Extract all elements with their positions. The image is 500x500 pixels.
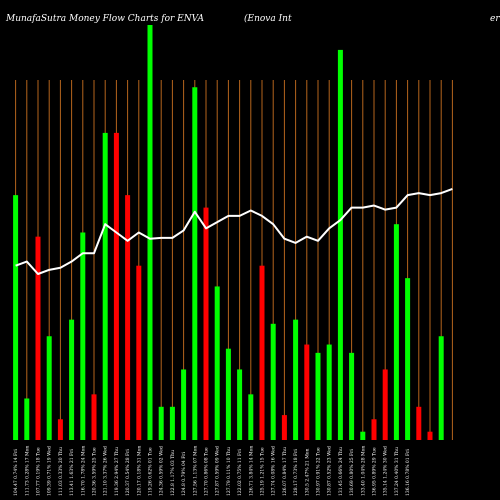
x-tick-label: 119.26 0.62% 01 Tue bbox=[148, 447, 154, 496]
bar bbox=[360, 431, 366, 440]
x-tick-label: 119.36 2.94% 27 Thu bbox=[114, 447, 120, 496]
bar bbox=[382, 369, 388, 440]
bar bbox=[393, 224, 399, 440]
x-tick-label: 120.37 0.54% 28 Fri bbox=[125, 449, 131, 496]
x-tick-label: 137.24 0.40% 31 Thu bbox=[394, 447, 400, 496]
x-tick-label: 120.17 0.18% 31 Mon bbox=[136, 446, 142, 496]
x-tick-label: 125.19 1.21% 15 Tue bbox=[260, 447, 266, 496]
x-tick-label: 136.95 0.89% 29 Tue bbox=[372, 447, 378, 496]
bar bbox=[326, 344, 332, 440]
bar bbox=[158, 406, 164, 440]
bar bbox=[237, 369, 243, 440]
bar bbox=[169, 406, 175, 440]
x-tick-label: 107.77 0.19% 18 Tue bbox=[36, 447, 42, 496]
bar bbox=[416, 406, 422, 440]
x-tick-label: 127.70 0.86% 08 Tue bbox=[204, 447, 210, 496]
bar bbox=[136, 265, 142, 440]
x-tick-label: 113.41 1.63% 21 Fri bbox=[69, 449, 75, 496]
x-tick-label: 136.16 0.78% 01 Fri bbox=[405, 449, 411, 496]
x-tick-label: 104.47 0.74% 14 Fri bbox=[13, 449, 19, 496]
bar bbox=[13, 195, 19, 440]
x-tick-label: 111.73 0.28% 17 Mon bbox=[24, 446, 30, 496]
x-tick-label: 126.71 3.84% 14 Mon bbox=[248, 446, 254, 496]
x-tick-label: 130.97 0.91% 22 Tue bbox=[316, 447, 322, 496]
x-tick-label: 130.69 0.80% 25 Fri bbox=[349, 449, 355, 496]
x-tick-label: 127.79 0.11% 10 Thu bbox=[226, 447, 232, 496]
bar bbox=[35, 236, 41, 440]
x-tick-label: 109.39 0.71% 19 Wed bbox=[47, 446, 53, 496]
bar bbox=[315, 352, 321, 440]
bar bbox=[181, 369, 187, 440]
bar bbox=[405, 278, 411, 440]
x-tick-label: 116.70 1.78% 24 Mon bbox=[80, 446, 86, 496]
bar bbox=[102, 132, 108, 440]
bar bbox=[57, 419, 63, 440]
x-tick-label: 121.10 3.37% 26 Wed bbox=[103, 446, 109, 496]
x-tick-label: 124.8 0.79% 04 Fri bbox=[181, 452, 187, 496]
bar bbox=[438, 336, 444, 440]
bar bbox=[113, 132, 119, 440]
x-tick-label: 130.87 0.52% 23 Wed bbox=[327, 446, 333, 496]
bar bbox=[248, 394, 254, 440]
x-tick-label: 127.87 0.59% 09 Wed bbox=[215, 446, 221, 496]
bar bbox=[125, 195, 131, 440]
bar bbox=[371, 419, 377, 440]
chart-title-right: (Enova Int bbox=[244, 13, 292, 24]
x-tick-label: 122.02 0.75% 11 Fri bbox=[237, 449, 243, 496]
bar bbox=[427, 431, 433, 440]
x-tick-label: 127.56 1.13% 07 Mon bbox=[192, 446, 198, 496]
bar bbox=[349, 352, 355, 440]
x-tick-label: 120.36 3.59% 25 Tue bbox=[92, 447, 98, 496]
x-tick-label: 126.07 0.84% 17 Thu bbox=[282, 447, 288, 496]
chart-title-left: MunafaSutra Money Flow Charts for ENVA bbox=[5, 14, 204, 24]
line-group bbox=[15, 187, 453, 275]
money-flow-line bbox=[15, 187, 453, 275]
bar bbox=[80, 232, 86, 440]
bar bbox=[69, 319, 75, 440]
bar bbox=[24, 398, 30, 440]
bar bbox=[91, 394, 97, 440]
x-tick-label: 111.03 0.33% 20 Thu bbox=[58, 447, 64, 496]
bars-group bbox=[13, 25, 444, 441]
bar bbox=[46, 336, 52, 440]
x-tick-labels: 104.47 0.74% 14 Fri 111.73 0.28% 17 Mon 10… bbox=[13, 446, 411, 496]
x-tick-label: 131.45 0.66% 24 Thu bbox=[338, 447, 344, 496]
bar bbox=[281, 415, 287, 440]
x-tick-label: 130.5 2.47% 21 Mon bbox=[304, 448, 310, 496]
bar bbox=[337, 49, 343, 441]
bar bbox=[147, 25, 153, 440]
bar bbox=[203, 207, 209, 440]
chart-title-clip: er bbox=[490, 14, 500, 24]
x-tick-label: 128.17 0.73% 18 Fri bbox=[293, 449, 299, 496]
x-tick-label: 135.14 1.24% 30 Wed bbox=[383, 446, 389, 496]
bar bbox=[293, 319, 299, 440]
x-tick-label: 133.40 1.04% 28 Mon bbox=[360, 446, 366, 496]
bar bbox=[304, 344, 310, 440]
x-tick-label: 127.74 0.08% 16 Wed bbox=[271, 446, 277, 496]
x-tick-label: 124.36 0.59% 02 Wed bbox=[159, 446, 165, 496]
bar bbox=[192, 87, 198, 440]
x-tick-label: 122.8 1.17% 03 Thu bbox=[170, 450, 176, 496]
bar bbox=[259, 265, 265, 440]
bar bbox=[214, 286, 220, 440]
bar bbox=[225, 348, 231, 440]
bar bbox=[270, 323, 276, 440]
